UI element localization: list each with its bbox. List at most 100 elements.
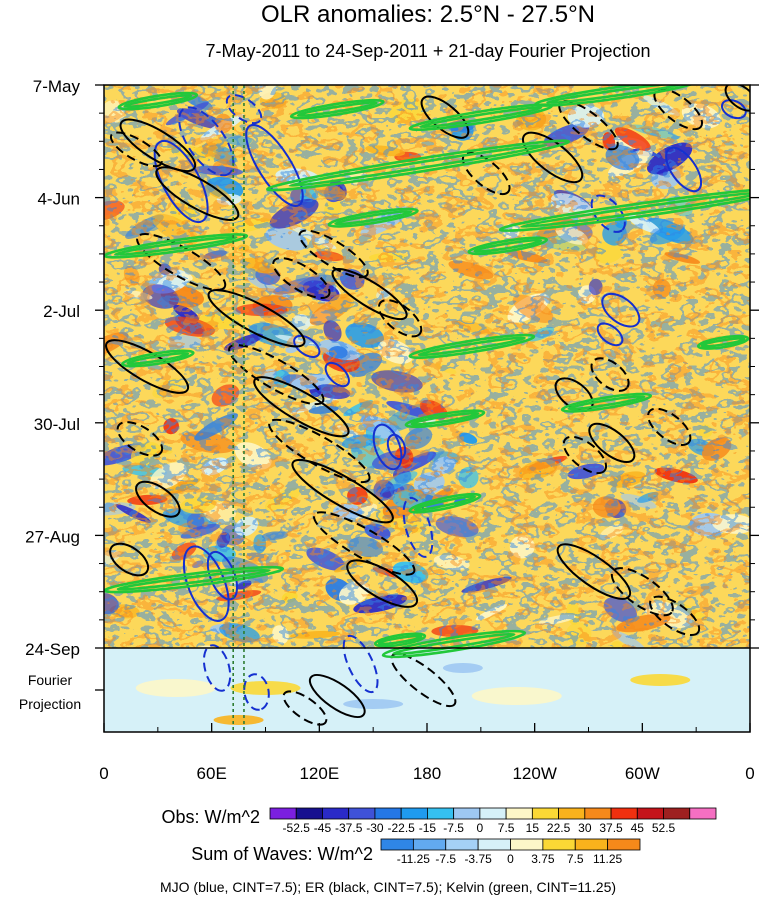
kelvin-contour-inner — [288, 143, 548, 188]
y-tick-label: 7-May — [33, 77, 81, 96]
colorbar-box — [542, 838, 576, 851]
waves-colorbar-label: Sum of Waves: W/m^2 — [191, 844, 373, 864]
kelvin-contour — [408, 492, 482, 514]
x-tick-label: 120E — [299, 764, 339, 783]
er-contour — [228, 343, 325, 406]
kelvin-contour-inner — [567, 394, 646, 411]
plot-axes: 0 60E 120E 180 120W 60W 0 7-May 4-Jun 2-Jul 30-Ju… — [19, 77, 759, 783]
kelvin-contour — [117, 91, 199, 111]
er-contour — [558, 100, 619, 151]
er-contour — [346, 559, 419, 608]
series-kelvin — [104, 85, 750, 659]
colorbar-box — [374, 807, 402, 820]
projection-label-line2: Projection — [19, 696, 81, 712]
er-contour — [331, 268, 408, 321]
colorbar-tick-label: 37.5 — [599, 821, 623, 835]
er-contour — [649, 595, 701, 637]
y-tick-label: 30-Jul — [34, 415, 80, 434]
colorbar-box — [584, 807, 612, 820]
kelvin-contour — [534, 85, 697, 107]
field-patch — [198, 732, 239, 754]
er-contour — [312, 511, 416, 576]
colorbar-tick-label: -45 — [314, 821, 332, 835]
kelvin-contour-inner — [700, 337, 746, 348]
er-contour — [119, 118, 197, 173]
chart-title: OLR anomalies: 2.5°N - 27.5°N — [261, 1, 595, 28]
er-contour — [282, 690, 328, 726]
colorbar-box — [445, 838, 479, 851]
projection-patch — [442, 663, 483, 673]
kelvin-contour-inner — [126, 351, 190, 366]
projection-patch — [471, 687, 562, 705]
colorbar-tick-label: -37.5 — [335, 821, 363, 835]
colorbar-box — [477, 838, 511, 851]
colorbar-box — [505, 807, 533, 820]
colorbar-tick-label: 30 — [578, 821, 592, 835]
x-tick-label: 0 — [745, 764, 754, 783]
er-contour — [109, 131, 163, 168]
colorbar-box — [607, 838, 641, 851]
mjo-contour — [182, 545, 230, 622]
kelvin-contour-inner — [377, 634, 423, 646]
mjo-contour — [372, 423, 403, 471]
colorbar-box — [400, 807, 428, 820]
colorbar-box — [510, 838, 544, 851]
er-contour — [461, 151, 511, 196]
kelvin-contour-inner — [413, 495, 477, 512]
y-tick-label: 24-Sep — [25, 640, 80, 659]
kelvin-contour — [696, 334, 750, 350]
er-contour — [377, 299, 423, 338]
er-contour — [562, 435, 608, 475]
mjo-contour — [596, 322, 624, 347]
mjo-contour — [178, 106, 235, 177]
colorbar-tick-label: 11.25 — [593, 852, 622, 866]
colorbar-box — [348, 807, 376, 820]
projection-patch — [630, 674, 691, 686]
er-contour — [298, 229, 369, 279]
kelvin-contour — [408, 333, 536, 359]
colorbar-tick-label: -15 — [419, 821, 437, 835]
projection-patch — [213, 715, 264, 725]
kelvin-contour-inner — [419, 106, 543, 129]
x-tick-label: 60E — [197, 764, 227, 783]
obs-colorbar: -52.5 -45 -37.5 -30 -22.5 -15 -7.5 0 7.5 15 22.5 30… — [269, 807, 717, 835]
mjo-contour — [342, 634, 379, 694]
footnote: MJO (blue, CINT=7.5); ER (black, CINT=7.… — [160, 879, 616, 895]
colorbar-tick-label: 52.5 — [652, 821, 676, 835]
colorbar-box — [295, 807, 323, 820]
er-contour — [588, 422, 636, 464]
kelvin-contour-inner — [392, 632, 516, 656]
colorbar-box — [574, 838, 609, 851]
kelvin-contour — [498, 187, 750, 232]
mjo-contour — [153, 140, 209, 224]
waves-colorbar: -11.25 -7.5 -3.75 0 3.75 7.5 11.25 — [380, 838, 641, 866]
mjo-contour — [293, 334, 321, 358]
mjo-contour — [601, 292, 641, 328]
er-contour — [308, 674, 366, 718]
colorbar-tick-label: 22.5 — [547, 821, 571, 835]
mjo-contour — [202, 644, 232, 692]
kelvin-contour — [327, 207, 419, 228]
mjo-contour — [386, 433, 407, 461]
y-tick-label: 4-Jun — [37, 190, 80, 209]
colorbar-tick-label: 7.5 — [498, 821, 515, 835]
colorbar-tick-label: 3.75 — [531, 852, 555, 866]
er-contour — [556, 543, 632, 600]
y-tick-label: 27-Aug — [25, 527, 80, 546]
kelvin-contour — [560, 392, 653, 413]
projection-patch — [135, 679, 216, 697]
colorbar-tick-label: 7.5 — [567, 852, 584, 866]
colorbar-tick-label: 45 — [631, 821, 645, 835]
colorbar-tick-label: -30 — [366, 821, 384, 835]
colorbar-tick-label: -3.75 — [464, 852, 492, 866]
colorbar-tick-label: -22.5 — [387, 821, 415, 835]
y-tick-label: 2-Jul — [43, 302, 80, 321]
colorbar-box — [636, 807, 664, 820]
kelvin-contour — [289, 98, 385, 120]
er-contour — [207, 289, 306, 348]
kelvin-contour — [467, 236, 549, 256]
kelvin-contour-inner — [114, 235, 238, 257]
colorbar-box — [427, 807, 455, 820]
colorbar-box — [453, 807, 481, 820]
heatmap-field — [104, 85, 750, 754]
